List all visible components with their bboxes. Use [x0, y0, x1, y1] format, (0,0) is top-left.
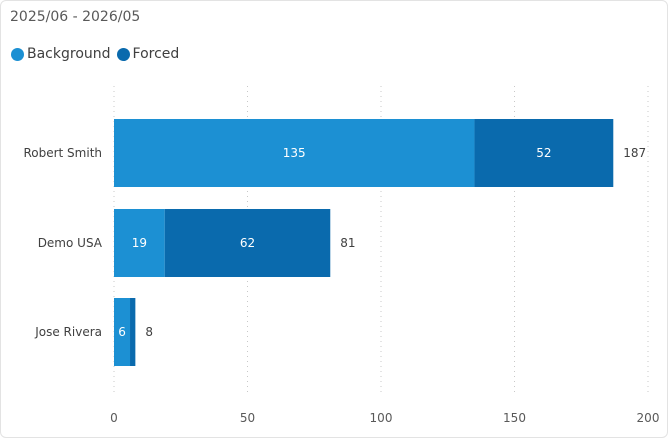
category-label: Demo USA: [38, 236, 103, 250]
date-range-subtitle: 2025/06 - 2026/05: [10, 9, 141, 25]
legend-swatch-background: [11, 47, 24, 61]
bar-segment-forced[interactable]: [474, 119, 614, 187]
labels: 0 50 100 150 200 Robert Smith 135 52 187 Demo USA…: [23, 146, 659, 425]
legend: Background Forced: [11, 46, 185, 62]
bar-total-label: 8: [145, 325, 153, 339]
legend-swatch-forced: [116, 47, 130, 61]
x-tick-label: 100: [370, 411, 393, 425]
x-tick-label: 0: [110, 411, 118, 425]
legend-label-background: Background: [27, 46, 111, 62]
x-tick-label: 200: [637, 411, 660, 425]
category-label: Robert Smith: [23, 146, 102, 160]
bar-segment-background[interactable]: [114, 298, 131, 366]
legend-item-forced[interactable]: Forced: [116, 46, 180, 62]
category-label: Jose Rivera: [34, 325, 102, 339]
bar-segment-background[interactable]: [114, 209, 165, 277]
x-tick-label: 50: [240, 411, 255, 425]
bar-value-label: 52: [536, 146, 551, 160]
bars: [114, 119, 614, 366]
x-tick-label: 150: [503, 411, 526, 425]
bar-total-label: 187: [623, 146, 646, 160]
legend-label-forced: Forced: [132, 46, 180, 62]
bar-segment-background[interactable]: [114, 119, 475, 187]
bar-total-label: 81: [340, 236, 355, 250]
bar-value-label: 19: [132, 236, 147, 250]
bar-value-label: 62: [240, 236, 255, 250]
bar-value-label: 6: [118, 325, 126, 339]
legend-item-background[interactable]: Background: [11, 46, 111, 62]
bar-segment-forced[interactable]: [164, 209, 331, 277]
bar-segment-forced[interactable]: [130, 298, 136, 366]
bar-value-label: 135: [283, 146, 306, 160]
